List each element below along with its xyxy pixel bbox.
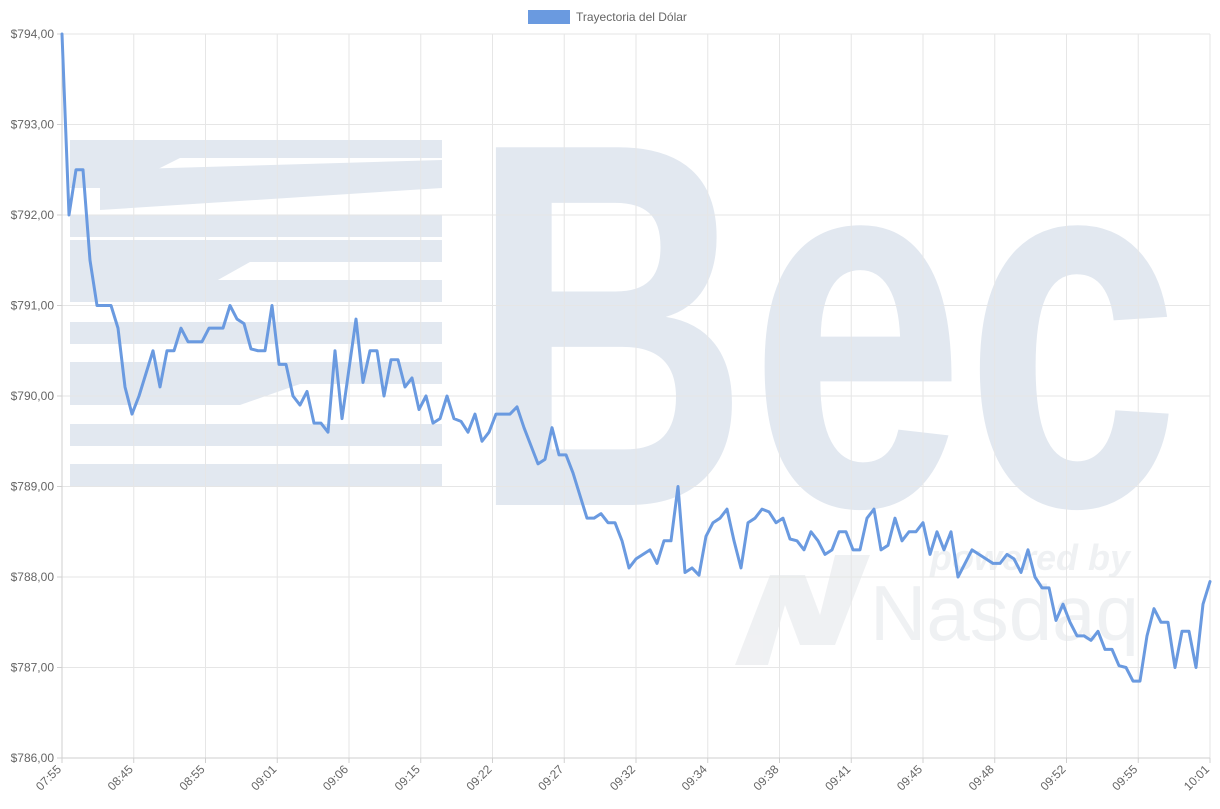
bec-watermark-logo: Bec powered by Nasdaq xyxy=(70,35,1180,665)
x-tick-label: 09:34 xyxy=(679,762,710,793)
y-tick-label: $794,00 xyxy=(11,27,55,41)
series-layer xyxy=(60,32,1212,683)
x-tick-label: 08:45 xyxy=(105,762,136,793)
y-tick-label: $787,00 xyxy=(11,661,55,675)
watermark-partner: Nasdaq xyxy=(870,569,1139,657)
x-tick-label: 07:55 xyxy=(33,762,64,793)
watermark-brand: Bec xyxy=(470,35,1180,616)
y-tick-label: $788,00 xyxy=(11,570,55,584)
x-tick-label: 09:55 xyxy=(1109,762,1140,793)
y-tick-label: $792,00 xyxy=(11,208,55,222)
x-tick-label: 09:01 xyxy=(248,762,279,793)
x-tick-label: 09:48 xyxy=(966,762,997,793)
x-tick-label: 09:38 xyxy=(750,762,781,793)
legend-label: Trayectoria del Dólar xyxy=(576,10,687,24)
chart-legend[interactable]: Trayectoria del Dólar xyxy=(528,10,687,24)
y-tick-label: $790,00 xyxy=(11,389,55,403)
bec-stripes-emblem xyxy=(70,140,442,486)
x-tick-label: 09:27 xyxy=(535,762,566,793)
y-tick-label: $789,00 xyxy=(11,480,55,494)
y-tick-label: $793,00 xyxy=(11,118,55,132)
x-axis-ticks: 07:55 08:45 08:55 09:01 09:06 09:15 09:22 09:27… xyxy=(33,758,1212,793)
series-line xyxy=(60,32,1212,683)
x-tick-label: 09:45 xyxy=(894,762,925,793)
x-tick-label: 09:32 xyxy=(607,762,638,793)
x-tick-label: 09:41 xyxy=(822,762,853,793)
y-tick-label: $786,00 xyxy=(11,751,55,765)
x-tick-label: 09:06 xyxy=(320,762,351,793)
legend-swatch[interactable] xyxy=(528,10,570,24)
x-tick-label: 08:55 xyxy=(176,762,207,793)
nasdaq-n-mark xyxy=(735,555,870,665)
x-tick-label: 09:22 xyxy=(463,762,494,793)
grid-lines xyxy=(61,33,1211,759)
x-tick-label: 10:01 xyxy=(1181,762,1212,793)
x-tick-label: 09:15 xyxy=(392,762,423,793)
y-tick-label: $791,00 xyxy=(11,299,55,313)
x-tick-label: 09:52 xyxy=(1037,762,1068,793)
y-axis-ticks: $786,00 $787,00 $788,00 $789,00 $790,00 $791,… xyxy=(11,27,62,765)
